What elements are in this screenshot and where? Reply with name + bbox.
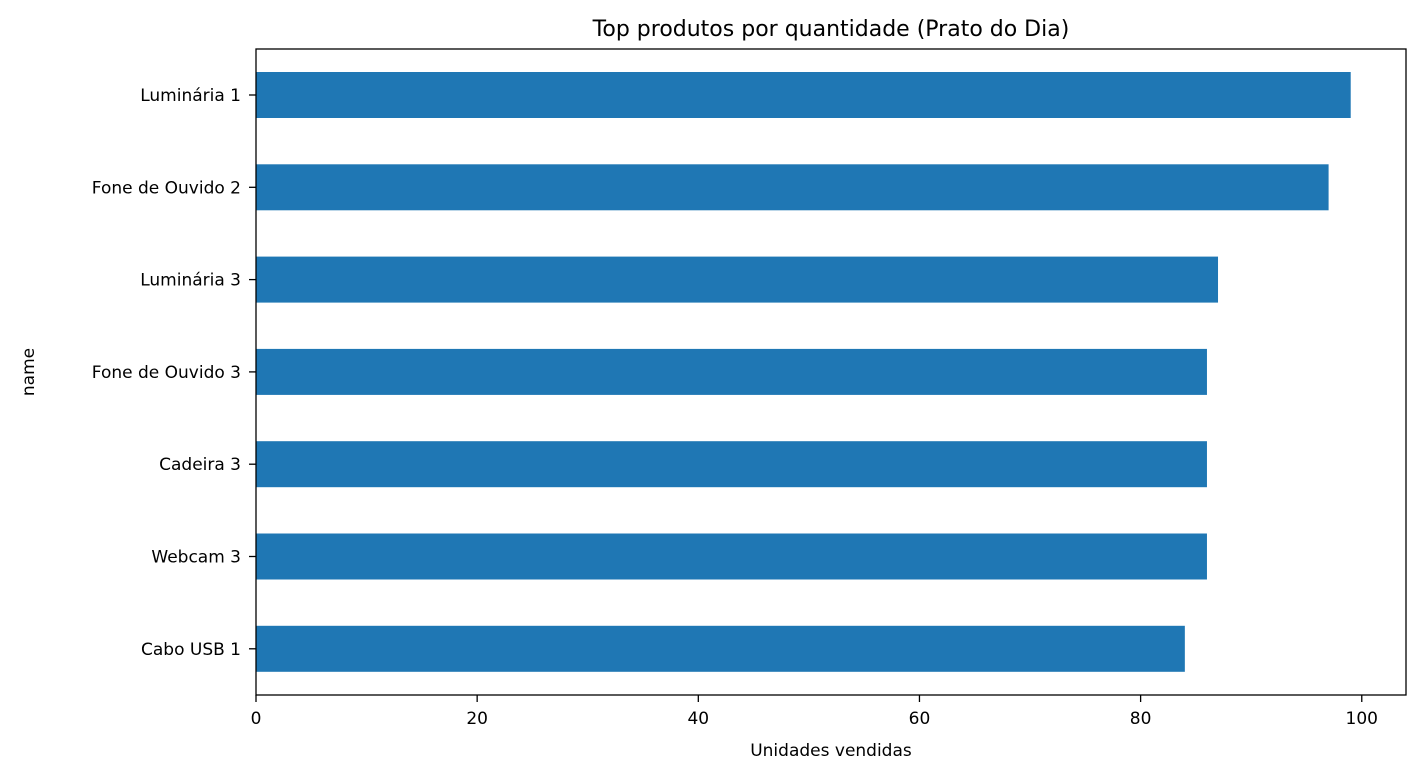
x-tick-label: 100 (1346, 709, 1378, 729)
x-axis: 0 20 40 60 80 100 (251, 695, 1378, 729)
y-tick-label: Fone de Ouvido 3 (92, 363, 241, 383)
bar-luminaria-3 (256, 256, 1219, 303)
x-tick-label: 20 (466, 709, 488, 729)
y-tick-label: Webcam 3 (151, 548, 241, 568)
bar-webcam-3 (256, 533, 1207, 580)
bar-fone-de-ouvido-2 (256, 164, 1329, 211)
y-axis: Luminária 1 Fone de Ouvido 2 Luminária 3 Fo… (92, 86, 256, 660)
y-tick-label: Luminária 1 (140, 86, 241, 106)
y-tick-label: Cadeira 3 (159, 455, 241, 475)
x-tick-label: 60 (909, 709, 931, 729)
x-axis-label: Unidades vendidas (750, 741, 912, 761)
bar-cabo-usb-1 (256, 625, 1185, 672)
bar-cadeira-3 (256, 441, 1207, 488)
bars-group (256, 72, 1351, 672)
x-tick-label: 40 (687, 709, 709, 729)
bar-fone-de-ouvido-3 (256, 348, 1207, 395)
y-axis-label: name (19, 348, 39, 396)
chart-title: Top produtos por quantidade (Prato do Di… (592, 17, 1070, 42)
x-tick-label: 0 (251, 709, 262, 729)
y-tick-label: Fone de Ouvido 2 (92, 178, 241, 198)
x-tick-label: 80 (1130, 709, 1152, 729)
y-tick-label: Luminária 3 (140, 271, 241, 291)
y-tick-label: Cabo USB 1 (141, 640, 241, 660)
bar-luminaria-1 (256, 72, 1351, 118)
